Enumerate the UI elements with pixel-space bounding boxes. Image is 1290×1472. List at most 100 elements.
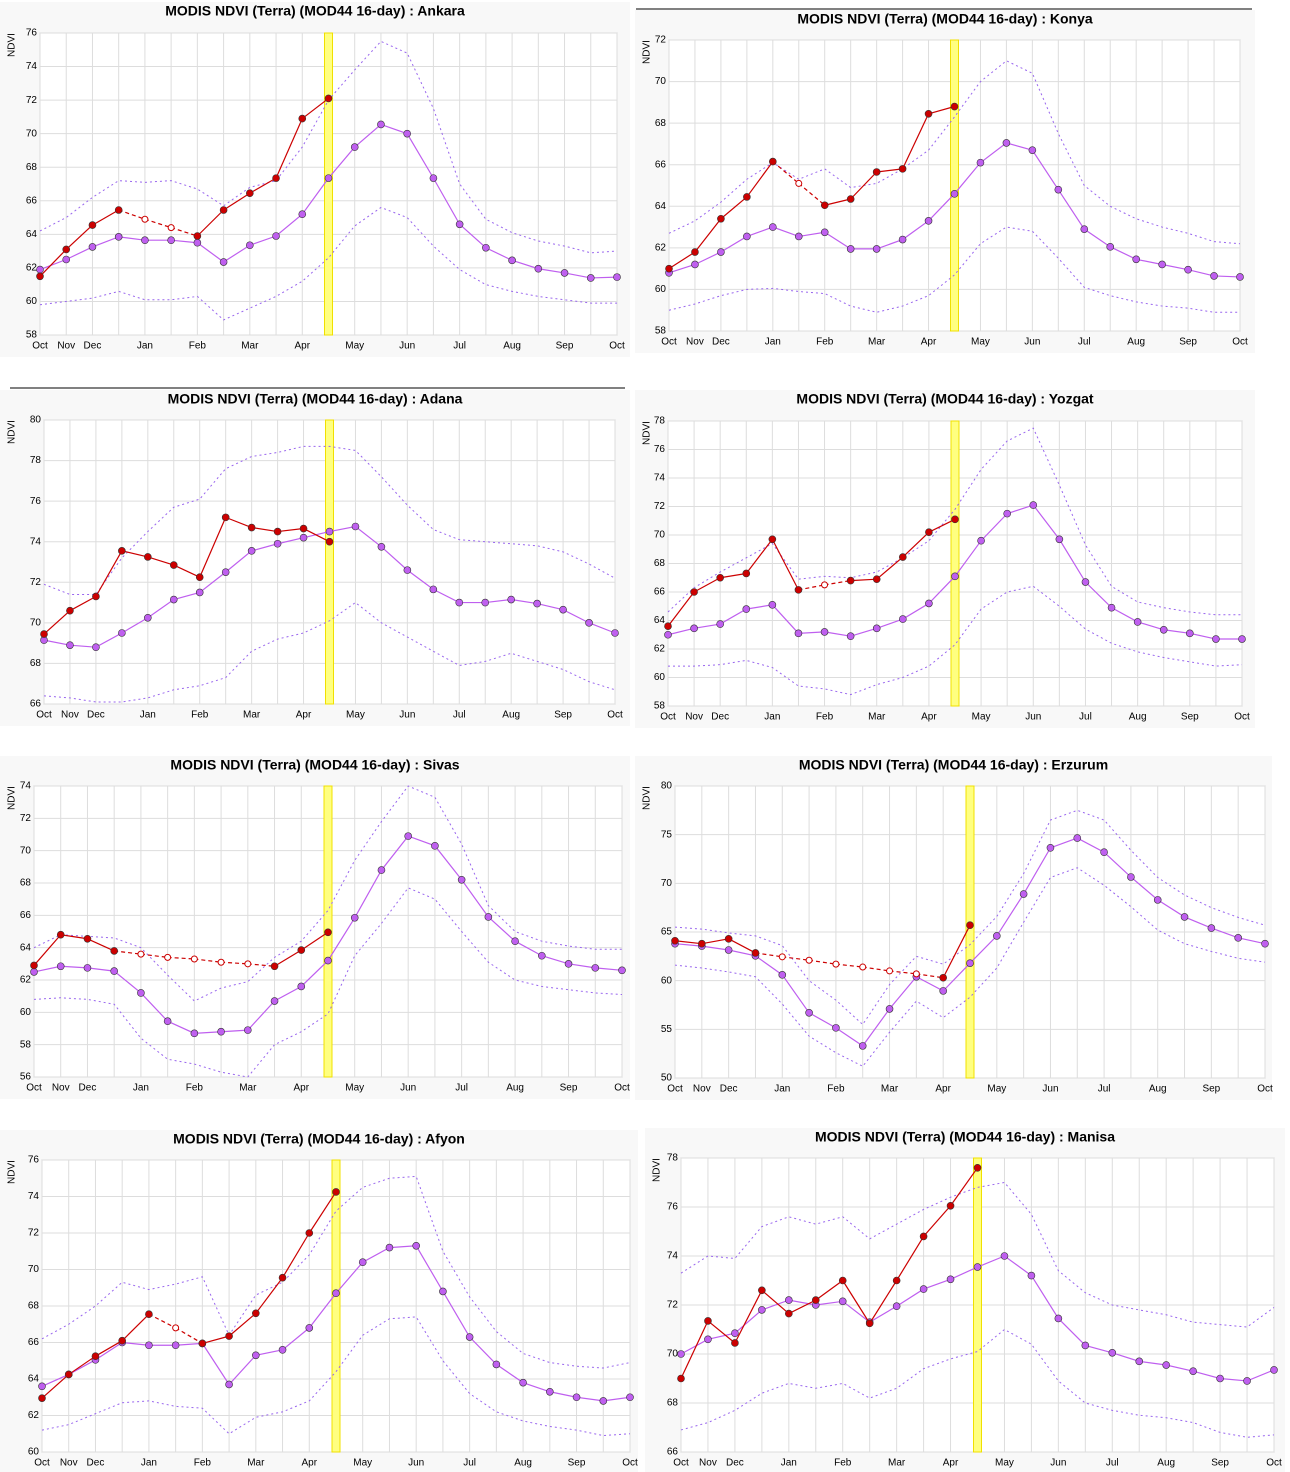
data-point [838,1276,847,1285]
series-segment [95,1340,123,1357]
y-tick-label: 78 [667,1153,679,1164]
data-point [141,215,149,223]
data-point [36,272,44,281]
data-point [332,1188,340,1196]
y-tick-label: 80 [30,415,42,426]
x-tick-label: Dec [726,1458,744,1469]
data-point [993,932,1001,940]
data-point [219,258,228,266]
y-tick-label: 74 [30,536,42,547]
data-point [455,598,464,607]
data-point [613,273,621,281]
series-segment [173,564,200,578]
data-point [270,962,279,971]
chart-title: MODIS NDVI (Terra) (MOD44 16-day) : Erzu… [799,757,1108,773]
data-point [30,968,38,976]
data-point [36,265,44,274]
x-tick-label: Mar [868,337,886,348]
data-point [821,581,829,589]
series-segment [680,1320,709,1379]
data-point [832,1024,840,1032]
data-point [246,189,254,198]
y-tick-label: 58 [655,326,667,337]
series-segment [118,209,146,220]
series-segment [720,196,748,220]
x-tick-label: May [346,710,365,721]
x-tick-label: Sep [554,710,572,721]
data-point [324,928,332,937]
data-point [1055,535,1064,544]
x-tick-label: Sep [1211,1458,1229,1469]
series-segment [902,113,930,170]
data-point [1106,243,1115,251]
data-point [743,232,751,241]
data-point [299,524,308,533]
series-segment [850,171,878,200]
x-tick-label: Jul [1106,1458,1119,1469]
x-tick-label: Feb [191,710,209,721]
series-segment [69,595,97,612]
data-point [324,174,333,182]
x-tick-label: Jul [463,1458,476,1469]
data-point [973,1263,982,1271]
data-point [325,537,334,546]
data-point [1153,896,1162,904]
data-point [559,605,567,614]
data-point [481,598,490,607]
x-tick-label: Oct [1266,1458,1282,1469]
x-tick-label: Feb [186,1083,204,1094]
x-tick-label: Dec [79,1083,97,1094]
y-tick-label: 76 [654,444,666,455]
x-tick-label: Mar [243,710,261,721]
series-segment [303,527,330,543]
y-tick-label: 62 [26,263,38,274]
y-tick-label: 58 [26,330,38,341]
series-segment [167,956,195,960]
y-tick-label: 68 [26,162,38,173]
x-tick-label: Nov [686,337,704,348]
series-segment [221,961,248,965]
x-tick-label: Apr [296,710,312,721]
chart-title: MODIS NDVI (Terra) (MOD44 16-day) : Siva… [170,757,459,773]
data-point [769,157,777,166]
y-tick-label: 72 [654,501,666,512]
data-point [56,930,65,939]
data-point [665,264,673,273]
series-segment [674,940,702,945]
y-tick-label: 64 [28,1374,40,1385]
series-segment [33,934,62,966]
data-point [778,953,786,961]
data-point [169,561,178,569]
data-point [865,1319,874,1328]
series-segment [668,251,696,270]
data-point [717,214,725,223]
series-segment [824,198,851,206]
data-point [585,619,593,627]
x-tick-label: Jun [400,1083,416,1094]
y-tick-label: 76 [30,496,42,507]
data-point [1100,848,1108,856]
data-point [439,1287,447,1296]
series-segment [824,580,851,586]
y-tick-label: 76 [26,28,38,39]
data-point [899,615,907,623]
x-tick-label: Mar [868,712,886,723]
x-tick-label: Mar [241,341,259,352]
data-point [1003,509,1011,518]
x-tick-label: Aug [506,1083,524,1094]
y-tick-label: 70 [26,128,38,139]
series-segment [876,168,903,173]
series-segment [308,1191,337,1234]
series-segment [121,550,148,558]
current-date-bar [331,1159,341,1453]
series-segment [745,538,773,574]
x-tick-label: Jan [774,1084,790,1095]
series-segment [771,538,799,591]
x-tick-label: Nov [60,1458,78,1469]
x-tick-label: Nov [61,710,79,721]
series-segment [43,610,71,635]
data-point [946,1201,955,1210]
series-segment [755,952,783,958]
data-point [560,269,569,277]
